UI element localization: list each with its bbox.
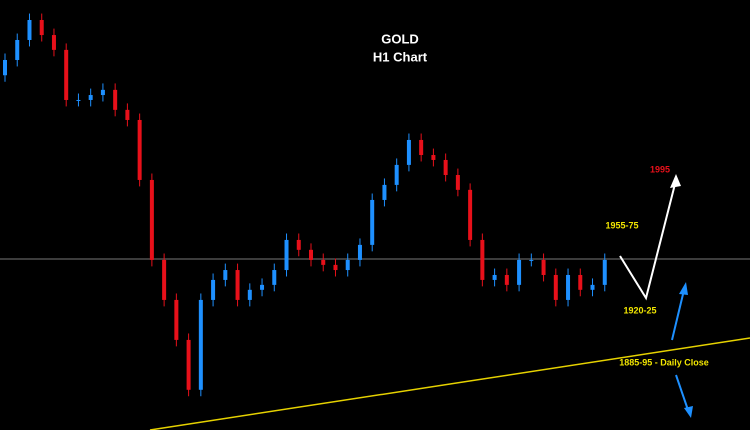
candle-body: [162, 259, 167, 300]
candle-body: [247, 289, 252, 300]
candle-body: [88, 95, 93, 100]
candle-body: [39, 19, 44, 36]
candle-body: [15, 39, 20, 60]
candle-body: [419, 139, 424, 156]
candle-body: [113, 89, 118, 110]
annotation: 1995: [650, 164, 670, 174]
candle-body: [198, 299, 203, 390]
candle-body: [394, 164, 399, 185]
arrow-head: [670, 174, 681, 188]
arrow-head: [684, 406, 693, 418]
candle-body: [406, 139, 411, 165]
candle-body: [125, 109, 130, 120]
candle-body: [357, 244, 362, 260]
arrow-head: [679, 282, 688, 295]
chart-subtitle: H1 Chart: [373, 49, 428, 64]
blue-arrow-up: [671, 289, 685, 341]
candle-body: [541, 259, 546, 275]
candle-body: [260, 284, 265, 290]
candle-body: [370, 199, 375, 245]
candle-body: [602, 259, 607, 285]
candle-body: [333, 264, 338, 271]
candle-body: [235, 270, 240, 300]
candle-body: [431, 155, 436, 160]
candle-body: [382, 184, 387, 200]
candle-body: [590, 284, 595, 290]
blue-arrow-down: [675, 374, 689, 411]
candle-body: [553, 274, 558, 300]
candle-body: [223, 270, 228, 280]
projection-arrow: [619, 179, 677, 301]
candle-body: [296, 239, 301, 250]
annotation: 1955-75: [605, 220, 638, 230]
candle-body: [284, 239, 289, 271]
candle-body: [272, 270, 277, 285]
candle-body: [100, 89, 105, 96]
trend-line: [149, 337, 750, 430]
candles: [3, 13, 607, 397]
candle-body: [64, 49, 69, 100]
candle-body: [578, 274, 583, 290]
candle-body: [186, 339, 191, 390]
candle-body: [504, 274, 509, 285]
candle-body: [517, 259, 522, 285]
candle-body: [468, 189, 473, 240]
candle-body: [137, 119, 142, 180]
candle-body: [480, 239, 485, 280]
annotation: 1885-95 - Daily Close: [619, 357, 709, 367]
candle-body: [149, 179, 154, 260]
candle-body: [51, 35, 56, 50]
annotation: 1920-25: [623, 305, 656, 315]
candle-body: [309, 249, 313, 260]
candle-body: [76, 99, 81, 101]
chart-title: GOLD: [381, 31, 419, 46]
candle-body: [3, 59, 7, 76]
candle-body: [566, 274, 571, 300]
candle-body: [529, 259, 534, 261]
candle-body: [455, 175, 460, 190]
candle-body: [321, 259, 326, 265]
candle-body: [492, 274, 497, 280]
candle-body: [345, 259, 350, 271]
candle-body: [211, 279, 216, 300]
candle-body: [27, 19, 32, 40]
candle-body: [174, 299, 179, 340]
candle-body: [443, 159, 448, 176]
